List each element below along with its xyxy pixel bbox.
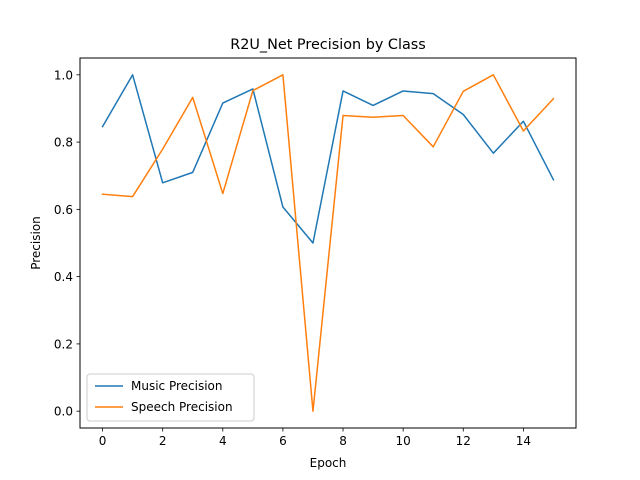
x-tick-label: 14 (516, 434, 531, 448)
y-tick-label: 1.0 (54, 68, 73, 82)
x-tick-label: 12 (456, 434, 471, 448)
y-axis-ticks: 0.0 0.2 0.4 0.6 0.8 1.0 (54, 68, 80, 419)
x-axis-ticks: 0 2 4 6 8 10 12 14 (99, 428, 531, 448)
legend-label-speech: Speech Precision (131, 400, 233, 414)
x-axis-label: Epoch (310, 456, 347, 470)
y-tick-label: 0.8 (54, 136, 73, 150)
y-tick-label: 0.4 (54, 270, 73, 284)
x-tick-label: 2 (159, 434, 167, 448)
series-line-music-precision (101, 74, 555, 244)
x-tick-label: 10 (396, 434, 411, 448)
legend-label-music: Music Precision (131, 379, 223, 393)
legend-frame (86, 373, 255, 422)
y-tick-label: 0.2 (54, 337, 73, 351)
axes-frame (79, 57, 577, 429)
x-tick-label: 8 (339, 434, 347, 448)
legend: Music Precision Speech Precision (86, 373, 255, 422)
y-tick-label: 0.6 (54, 203, 73, 217)
chart-title: R2U_Net Precision by Class (230, 37, 426, 53)
x-tick-label: 4 (219, 434, 227, 448)
y-tick-label: 0.0 (54, 405, 73, 419)
series-lines (101, 74, 555, 412)
y-axis-label: Precision (29, 216, 43, 270)
x-tick-label: 0 (99, 434, 107, 448)
series-line-speech-precision (101, 74, 555, 412)
x-tick-label: 6 (279, 434, 287, 448)
